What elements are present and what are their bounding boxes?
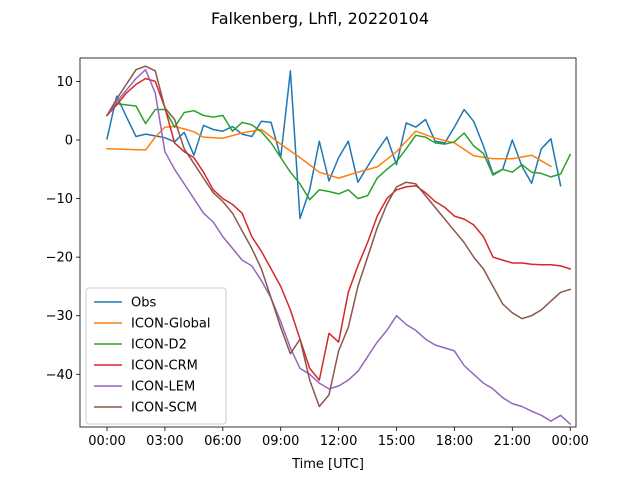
- y-tick-label: −30: [46, 309, 73, 324]
- y-tick-label: −40: [46, 368, 73, 383]
- series-line-icon-lem: [105, 68, 572, 426]
- series-line-obs: [106, 70, 562, 220]
- series-line-icon-crm: [105, 77, 572, 381]
- legend-box: [85, 287, 227, 425]
- y-tick-label: −20: [46, 251, 73, 266]
- series-layer: [105, 65, 572, 426]
- legend-entry-label: ICON-CRM: [131, 359, 198, 374]
- x-tick-label: 09:00: [262, 434, 299, 449]
- x-tick-label: 15:00: [378, 434, 415, 449]
- x-tick-label: 18:00: [436, 434, 473, 449]
- chart-title: Falkenberg, Lhfl, 20220104: [211, 9, 429, 28]
- y-tick-label: 0: [65, 134, 73, 149]
- legend-entry-label: ICON-Global: [131, 317, 211, 332]
- series-line-icon-scm: [105, 65, 572, 408]
- x-tick-label: 00:00: [551, 434, 588, 449]
- x-tick-label: 12:00: [320, 434, 357, 449]
- x-tick-label: 00:00: [88, 434, 125, 449]
- legend: Obs ICON-Global ICON-D2 ICON-CRM ICON-LEM ICO…: [85, 287, 227, 425]
- legend-entry-label: ICON-LEM: [131, 380, 195, 395]
- legend-entry-label: Obs: [131, 296, 156, 311]
- axes-layer: 00:00 03:00 06:00 09:00 12:00 15:00 18:00 21:00…: [46, 57, 589, 449]
- y-tick-label: −10: [46, 192, 73, 207]
- plot-frame: [79, 57, 577, 428]
- series-line-icon-d2: [105, 102, 572, 201]
- x-axis-label: Time [UTC]: [291, 457, 364, 472]
- y-tick-label: 10: [56, 75, 73, 90]
- x-tick-label: 21:00: [494, 434, 531, 449]
- legend-entry-label: ICON-D2: [131, 338, 187, 353]
- legend-entry-label: ICON-SCM: [131, 401, 197, 416]
- x-tick-label: 06:00: [204, 434, 241, 449]
- x-tick-label: 03:00: [146, 434, 183, 449]
